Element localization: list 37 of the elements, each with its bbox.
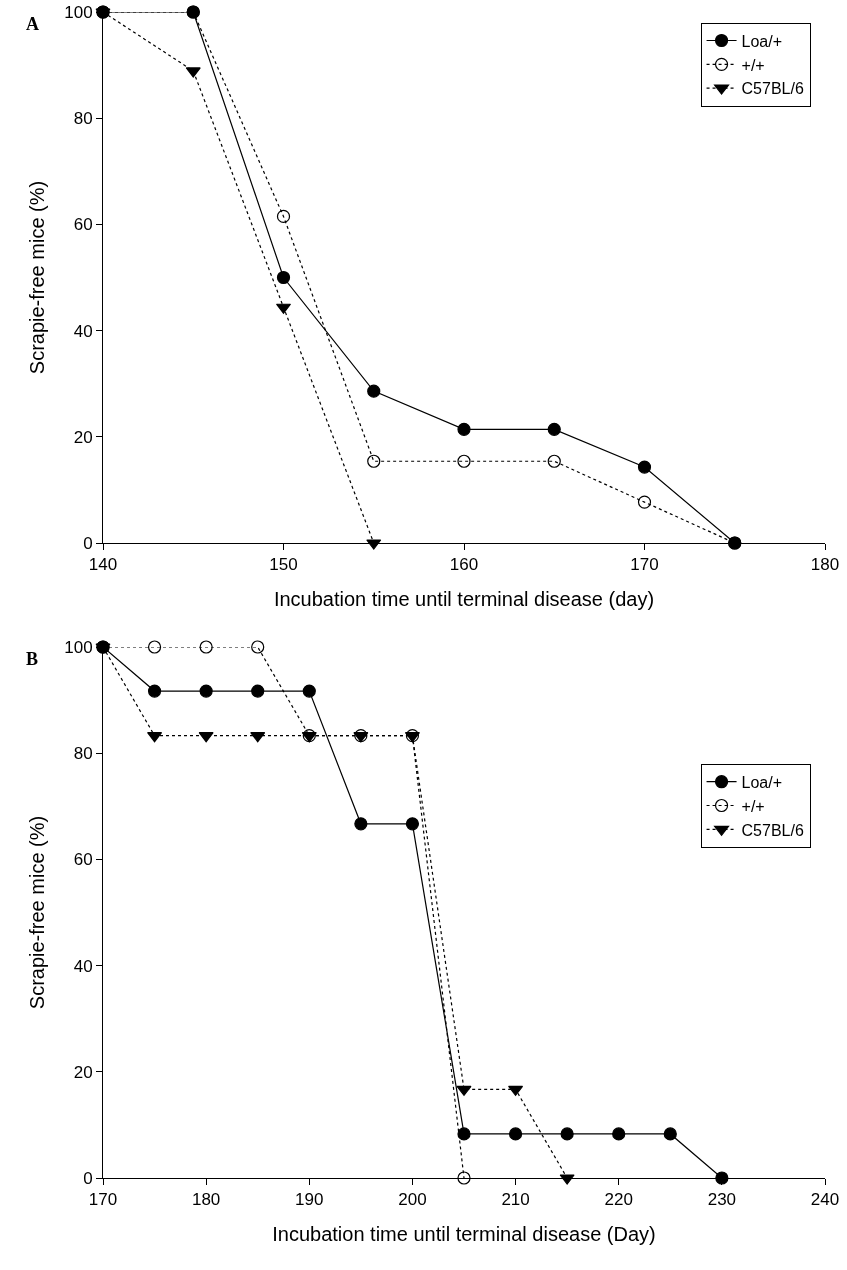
y-tick-label: 0 [83,533,93,553]
x-tick-label: 220 [604,1190,633,1210]
x-axis-title: Incubation time until terminal disease (Day) [272,1222,656,1245]
legend-label: Loa/+ [741,773,783,791]
y-tick-label: 40 [73,956,93,976]
y-tick-label: 100 [64,637,93,657]
legend-label: Loa/+ [741,32,783,50]
legend-label: C57BL/6 [741,80,804,98]
x-tick-label: 150 [269,555,298,575]
y-tick-label: 0 [83,1168,93,1188]
x-tick-label: 180 [810,555,840,575]
x-tick-label: 180 [191,1190,221,1210]
y-tick-label: 60 [73,215,93,235]
legend-label: +/+ [741,797,765,815]
y-tick-label: 100 [64,2,93,22]
y-tick-label: 20 [73,427,93,447]
x-tick-label: 200 [398,1190,427,1210]
y-tick-label: 60 [73,850,93,870]
y-tick-label: 40 [73,321,93,341]
x-tick-label: 210 [501,1190,530,1210]
x-tick-label: 170 [88,1190,118,1210]
text: B [26,649,39,669]
y-tick-label: 80 [73,109,93,129]
x-axis-title: Incubation time until terminal disease (day) [273,587,655,610]
x-tick-label: 170 [630,555,659,575]
y-tick-label: 80 [73,744,93,764]
x-tick-label: 230 [707,1190,737,1210]
legend-label: +/+ [741,56,765,74]
x-tick-label: 160 [449,555,479,575]
y-tick-label: 20 [73,1062,93,1082]
x-tick-label: 140 [88,555,118,575]
x-tick-label: 240 [810,1190,840,1210]
x-tick-label: 190 [295,1190,324,1210]
legend-label: C57BL/6 [741,821,804,839]
y-axis-title: Scrapie-free mice (%) [25,180,48,375]
y-axis-title: Scrapie-free mice (%) [25,815,48,1010]
text: A [26,14,39,34]
